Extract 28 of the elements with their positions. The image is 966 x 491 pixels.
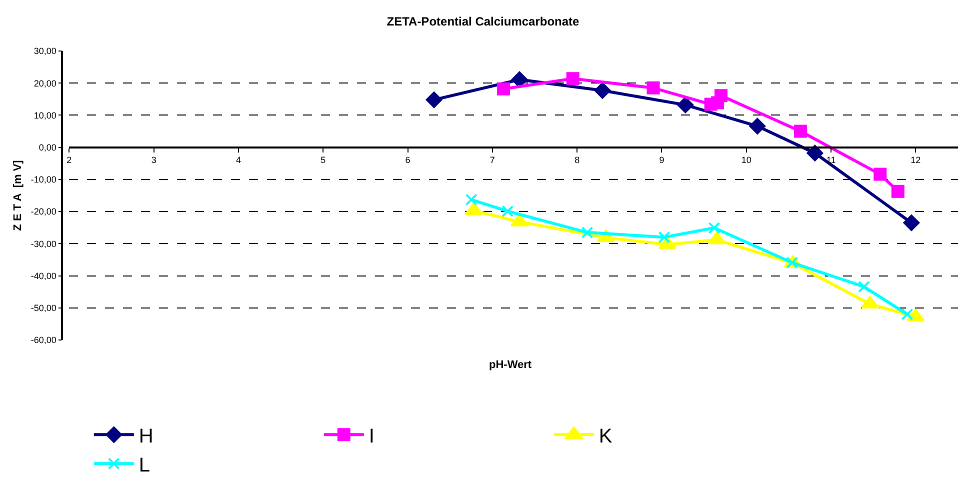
- x-tick-label: 12: [910, 155, 921, 166]
- x-axis-title: pH-Wert: [489, 359, 532, 371]
- x-tick-label: 10: [741, 155, 752, 166]
- x-tick-label: 3: [151, 155, 156, 166]
- y-tick-label: -50,00: [30, 303, 56, 314]
- y-tick-label: -60,00: [30, 335, 56, 346]
- x-tick-label: 8: [574, 155, 580, 166]
- x-tick-label: 11: [826, 155, 836, 166]
- x-tick-label: 2: [66, 155, 72, 166]
- y-tick-label: -40,00: [30, 270, 56, 281]
- x-tick-label: 9: [659, 155, 664, 166]
- x-tick-label: 6: [405, 155, 410, 166]
- y-tick-label: 10,00: [34, 110, 56, 120]
- y-tick-label: -30,00: [30, 238, 56, 249]
- y-tick-label: 30,00: [34, 46, 56, 56]
- y-tick-label: 20,00: [34, 78, 56, 88]
- legend-label: I: [368, 425, 374, 448]
- x-tick-label: 5: [320, 155, 326, 166]
- chart-title: ZETA-Potential Calciumcarbonate: [386, 14, 580, 29]
- legend-label: H: [138, 425, 154, 448]
- legend-label: K: [598, 425, 613, 448]
- y-tick-label: -10,00: [30, 174, 56, 185]
- y-axis-title: Z E T A [m V]: [12, 160, 24, 231]
- legend-label: L: [138, 454, 150, 476]
- x-tick-label: 4: [236, 155, 241, 166]
- y-tick-label: 0,00: [38, 142, 56, 152]
- x-tick-label: 7: [490, 155, 495, 166]
- y-tick-label: -20,00: [30, 206, 56, 217]
